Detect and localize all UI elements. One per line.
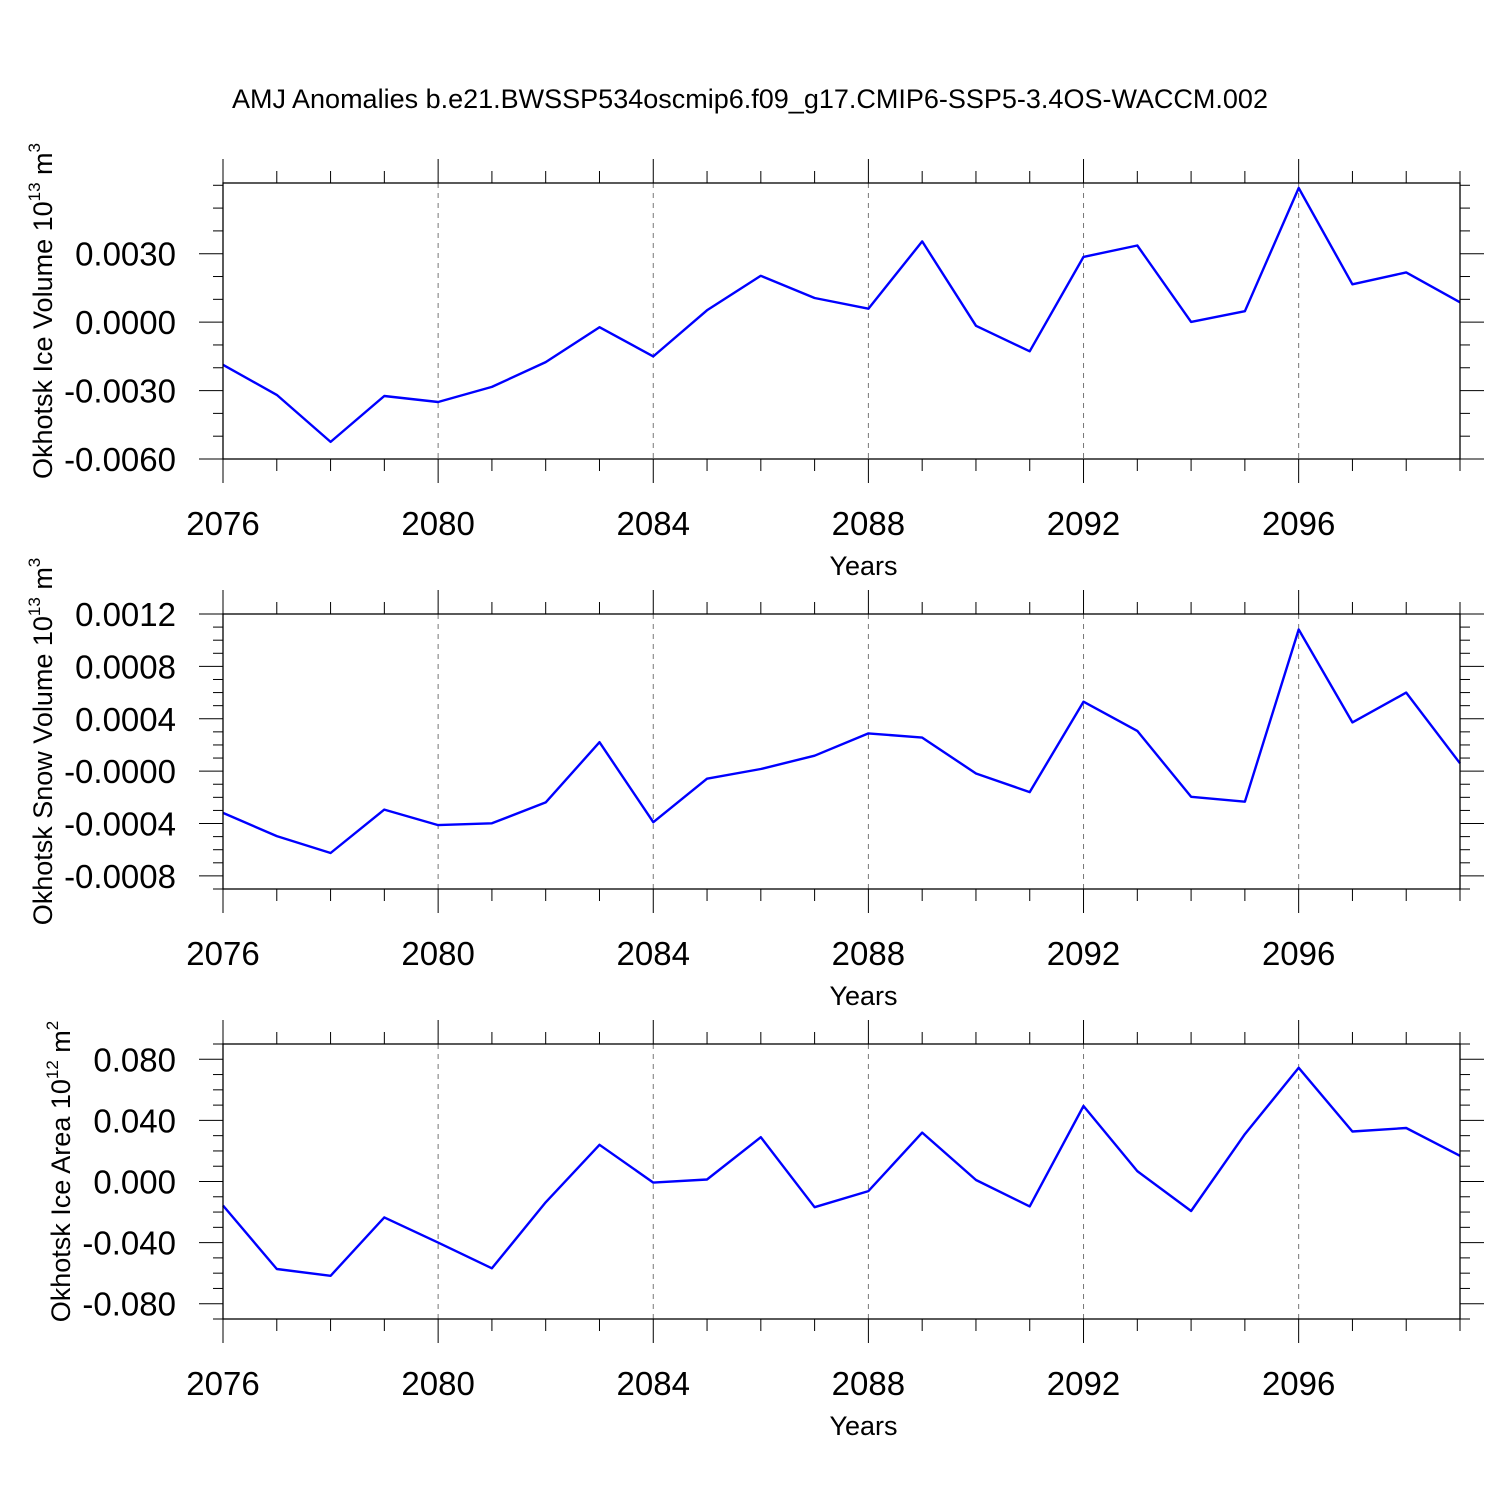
x-tick-label: 2088 xyxy=(832,505,905,542)
x-tick-label: 2092 xyxy=(1047,505,1120,542)
x-axis-label: Years xyxy=(829,981,897,1011)
x-tick-label: 2076 xyxy=(186,505,259,542)
y-tick-label: -0.0008 xyxy=(64,858,176,895)
x-axis-label: Years xyxy=(829,1411,897,1441)
x-tick-label: 2076 xyxy=(186,935,259,972)
y-tick-label: 0.0000 xyxy=(75,304,176,341)
x-tick-label: 2084 xyxy=(617,1365,690,1402)
y-tick-label: 0.040 xyxy=(93,1102,176,1139)
y-axis-label: Okhotsk Snow Volume 1013 m3 xyxy=(25,558,58,926)
plot-frame xyxy=(222,1043,1461,1320)
x-tick-label: 2092 xyxy=(1047,1365,1120,1402)
y-tick-label: 0.080 xyxy=(93,1041,176,1078)
y-tick-label: -0.040 xyxy=(82,1225,176,1262)
x-tick-label: 2076 xyxy=(186,1365,259,1402)
x-tick-label: 2096 xyxy=(1262,1365,1335,1402)
y-axis-label: Okhotsk Ice Volume 1013 m3 xyxy=(25,143,58,479)
x-tick-label: 2088 xyxy=(832,935,905,972)
series-line xyxy=(222,628,1461,855)
x-tick-label: 2096 xyxy=(1262,505,1335,542)
y-tick-label: 0.0012 xyxy=(75,596,176,633)
x-tick-label: 2092 xyxy=(1047,935,1120,972)
plot-frame xyxy=(222,613,1461,890)
y-tick-label: -0.0004 xyxy=(64,806,176,843)
x-tick-label: 2080 xyxy=(401,935,474,972)
x-tick-label: 2084 xyxy=(617,505,690,542)
x-tick-label: 2080 xyxy=(401,505,474,542)
plot-frame xyxy=(222,182,1461,460)
x-tick-label: 2088 xyxy=(832,1365,905,1402)
x-axis-label: Years xyxy=(829,551,897,581)
y-tick-label: 0.0008 xyxy=(75,648,176,685)
y-tick-label: 0.000 xyxy=(93,1164,176,1201)
y-tick-label: 0.0004 xyxy=(75,701,176,738)
y-tick-label: -0.0060 xyxy=(64,441,176,478)
panels: 2076 2080 2084 2088 2092 2096 Years -0.0060 -0.0… xyxy=(25,143,1484,1441)
y-axis-label: Okhotsk Ice Area 1012 m2 xyxy=(43,1021,76,1323)
y-tick-label: -0.0000 xyxy=(64,753,176,790)
x-tick-label: 2096 xyxy=(1262,935,1335,972)
panel-3: 2076 2080 2084 2088 2092 2096 Years -0.080 -0.04… xyxy=(43,1020,1484,1441)
x-tick-label: 2080 xyxy=(401,1365,474,1402)
panel-1: 2076 2080 2084 2088 2092 2096 Years -0.0060 -0.0… xyxy=(25,143,1484,581)
x-tick-label: 2084 xyxy=(617,935,690,972)
figure-title: AMJ Anomalies b.e21.BWSSP534oscmip6.f09_… xyxy=(232,84,1268,114)
y-tick-label: -0.0030 xyxy=(64,373,176,410)
panel-2: 2076 2080 2084 2088 2092 2096 Years -0.0008 -0.0… xyxy=(25,558,1484,1011)
y-tick-label: 0.0030 xyxy=(75,236,176,273)
series-line xyxy=(222,1066,1461,1277)
y-tick-label: -0.080 xyxy=(82,1286,176,1323)
series-line xyxy=(222,186,1461,444)
